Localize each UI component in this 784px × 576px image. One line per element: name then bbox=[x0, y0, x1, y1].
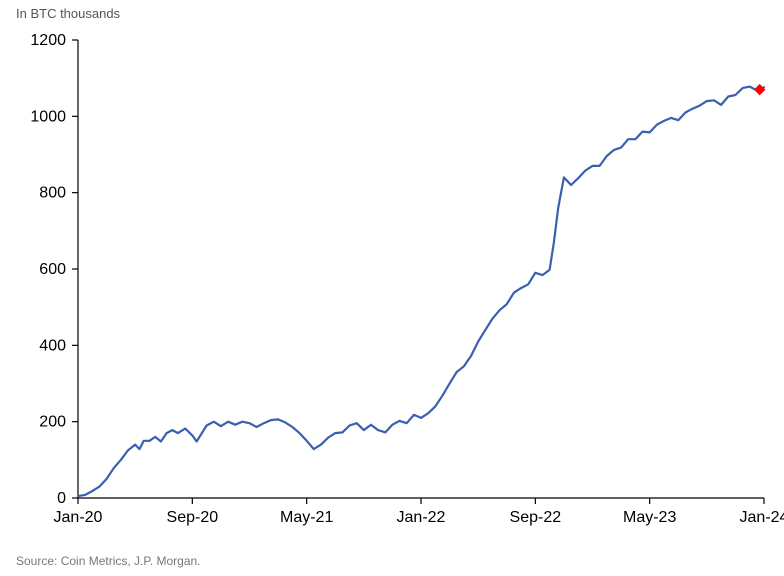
chart-source: Source: Coin Metrics, J.P. Morgan. bbox=[16, 554, 201, 568]
data-line bbox=[78, 87, 764, 497]
end-marker bbox=[755, 85, 765, 95]
x-tick-label: Jan-22 bbox=[397, 509, 446, 526]
y-tick-label: 600 bbox=[39, 261, 66, 278]
x-tick-label: Sep-22 bbox=[510, 509, 562, 526]
x-tick-label: May-21 bbox=[280, 509, 333, 526]
y-tick-label: 1000 bbox=[30, 108, 66, 125]
y-tick-label: 200 bbox=[39, 414, 66, 431]
x-tick-label: Jan-24 bbox=[740, 509, 784, 526]
y-tick-label: 0 bbox=[57, 490, 66, 507]
y-tick-label: 1200 bbox=[30, 32, 66, 49]
chart-subtitle: In BTC thousands bbox=[16, 6, 120, 21]
x-tick-label: Jan-20 bbox=[54, 509, 103, 526]
x-tick-label: Sep-20 bbox=[167, 509, 219, 526]
x-tick-label: May-23 bbox=[623, 509, 676, 526]
line-chart: 0 200 400 600 800 1000 1200 Jan-20 Sep-20 May-21 J… bbox=[0, 0, 784, 576]
y-tick-label: 400 bbox=[39, 337, 66, 354]
y-tick-label: 800 bbox=[39, 185, 66, 202]
